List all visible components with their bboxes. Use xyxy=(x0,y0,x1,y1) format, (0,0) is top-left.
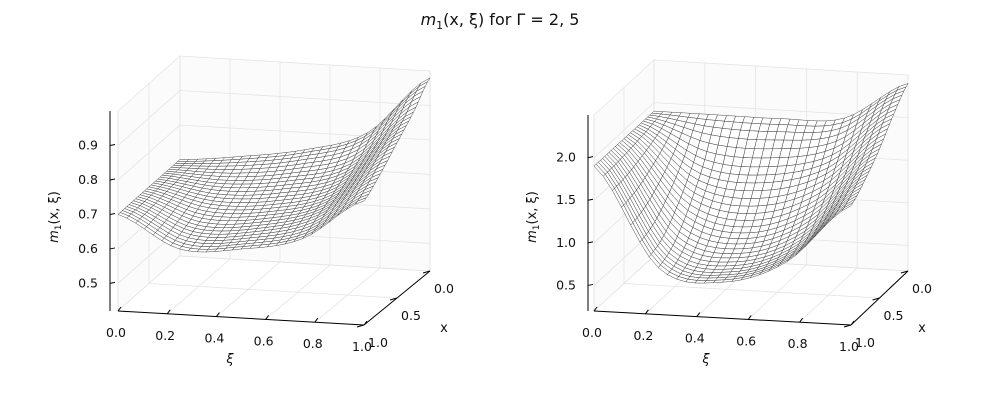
z-tick-label-2: 1.5 xyxy=(556,192,576,207)
title-sub: 1 xyxy=(436,19,443,32)
z-tick-mark-1 xyxy=(587,241,594,244)
xi-tick-mark-4 xyxy=(799,317,803,323)
xi-axis-label: ξ xyxy=(225,352,234,367)
x-gridline-floor-1 xyxy=(148,283,398,299)
z-tick-label-3: 0.8 xyxy=(78,172,98,187)
x-tick-label-2: 1.0 xyxy=(855,335,875,350)
z-tick-label-0: 0.5 xyxy=(556,277,576,292)
xi-tick-mark-5 xyxy=(363,320,368,326)
xi-tick-label-1: 0.2 xyxy=(633,328,653,343)
x-tick-mark-2 xyxy=(843,324,852,328)
z-axis-label: m1(x, ξ) xyxy=(525,191,542,243)
xi-tick-mark-1 xyxy=(645,309,649,315)
x-tick-label-1: 0.5 xyxy=(884,308,904,323)
x-tick-mark-0 xyxy=(900,270,909,274)
z-label-sub: 1 xyxy=(532,224,542,230)
xi-tick-mark-0 xyxy=(593,306,598,312)
xi-tick-label-3: 0.6 xyxy=(254,333,274,348)
surface-cell xyxy=(841,202,854,212)
z-axis-label: m1(x, ξ) xyxy=(47,191,64,243)
x-tick-label-0: 0.0 xyxy=(912,281,932,296)
x-tick-mark-1 xyxy=(389,297,398,301)
xi-tick-mark-3 xyxy=(747,315,752,320)
z-tick-label-4: 0.9 xyxy=(78,137,98,152)
x-axis-label: x xyxy=(440,321,448,336)
x-axis-label: x xyxy=(918,321,926,336)
xi-tick-label-3: 0.6 xyxy=(736,333,756,348)
x-tick-label-1: 0.5 xyxy=(401,308,421,323)
xi-axis-line xyxy=(593,310,852,326)
xi-tick-mark-5 xyxy=(850,320,855,326)
xi-tick-mark-0 xyxy=(117,306,122,312)
xi-tick-label-5: 1.0 xyxy=(352,339,372,354)
left-surface-plot: 0.5 0.6 0.7 0.8 0.9 0.0 0.2 0.4 0.6 0.8 1.0 0.0 0.5 1… xyxy=(47,55,454,367)
title-args: (x, ξ) for Γ = 2, 5 xyxy=(443,10,579,29)
z-tick-label-1: 1.0 xyxy=(556,235,576,250)
xi-tick-label-0: 0.0 xyxy=(582,325,602,340)
z-tick-label-2: 0.7 xyxy=(78,206,98,221)
title-prefix: m xyxy=(421,10,437,29)
z-tick-mark-2 xyxy=(587,198,594,201)
x-gridline-floor-1 xyxy=(623,283,880,299)
x-tick-mark-0 xyxy=(422,270,431,274)
x-gridline-floor-0 xyxy=(179,255,431,272)
z-tick-mark-0 xyxy=(109,281,116,284)
z-tick-mark-3 xyxy=(109,178,116,181)
surface-mesh xyxy=(117,77,431,253)
xi-tick-label-5: 1.0 xyxy=(839,339,859,354)
x-tick-label-0: 0.0 xyxy=(434,281,454,296)
z-tick-mark-1 xyxy=(109,247,116,250)
z-tick-mark-3 xyxy=(587,156,594,159)
xi-tick-mark-3 xyxy=(265,315,270,320)
z-label-prefix: m xyxy=(47,230,62,243)
xi-tick-label-4: 0.8 xyxy=(788,336,808,351)
xi-tick-label-1: 0.2 xyxy=(155,328,175,343)
figure-title: m1(x, ξ) for Γ = 2, 5 xyxy=(421,10,580,32)
xi-tick-label-2: 0.4 xyxy=(204,331,224,346)
xi-axis-label: ξ xyxy=(701,352,710,367)
z-tick-mark-2 xyxy=(109,212,116,215)
xi-tick-label-4: 0.8 xyxy=(303,336,323,351)
z-label-args: (x, ξ) xyxy=(47,191,62,224)
xi-tick-mark-2 xyxy=(215,312,220,317)
z-tick-label-0: 0.5 xyxy=(78,275,98,290)
z-tick-mark-4 xyxy=(109,143,116,146)
x-tick-mark-1 xyxy=(872,297,880,301)
surface-cell xyxy=(354,197,368,205)
xi-tick-mark-4 xyxy=(314,317,319,323)
x-tick-mark-2 xyxy=(356,324,365,328)
z-gridline-back-4 xyxy=(179,90,431,106)
z-tick-label-1: 0.6 xyxy=(78,241,98,256)
xi-axis-line xyxy=(117,310,365,326)
z-tick-label-3: 2.0 xyxy=(556,150,576,165)
xi-tick-mark-1 xyxy=(166,309,171,315)
z-label-args: (x, ξ) xyxy=(525,191,540,224)
xi-tick-mark-2 xyxy=(696,312,701,317)
x-tick-label-2: 1.0 xyxy=(368,335,388,350)
xi-tick-label-2: 0.4 xyxy=(685,331,705,346)
surface-mesh xyxy=(593,83,909,284)
z-tick-mark-0 xyxy=(587,283,594,286)
z-label-prefix: m xyxy=(525,230,540,243)
xi-tick-label-0: 0.0 xyxy=(106,325,126,340)
z-label-sub: 1 xyxy=(54,224,64,230)
right-surface-plot: 0.5 1.0 1.5 2.0 0.0 0.2 0.4 0.6 0.8 1.0 0.0 0.5 1.0 ξ… xyxy=(525,59,932,367)
